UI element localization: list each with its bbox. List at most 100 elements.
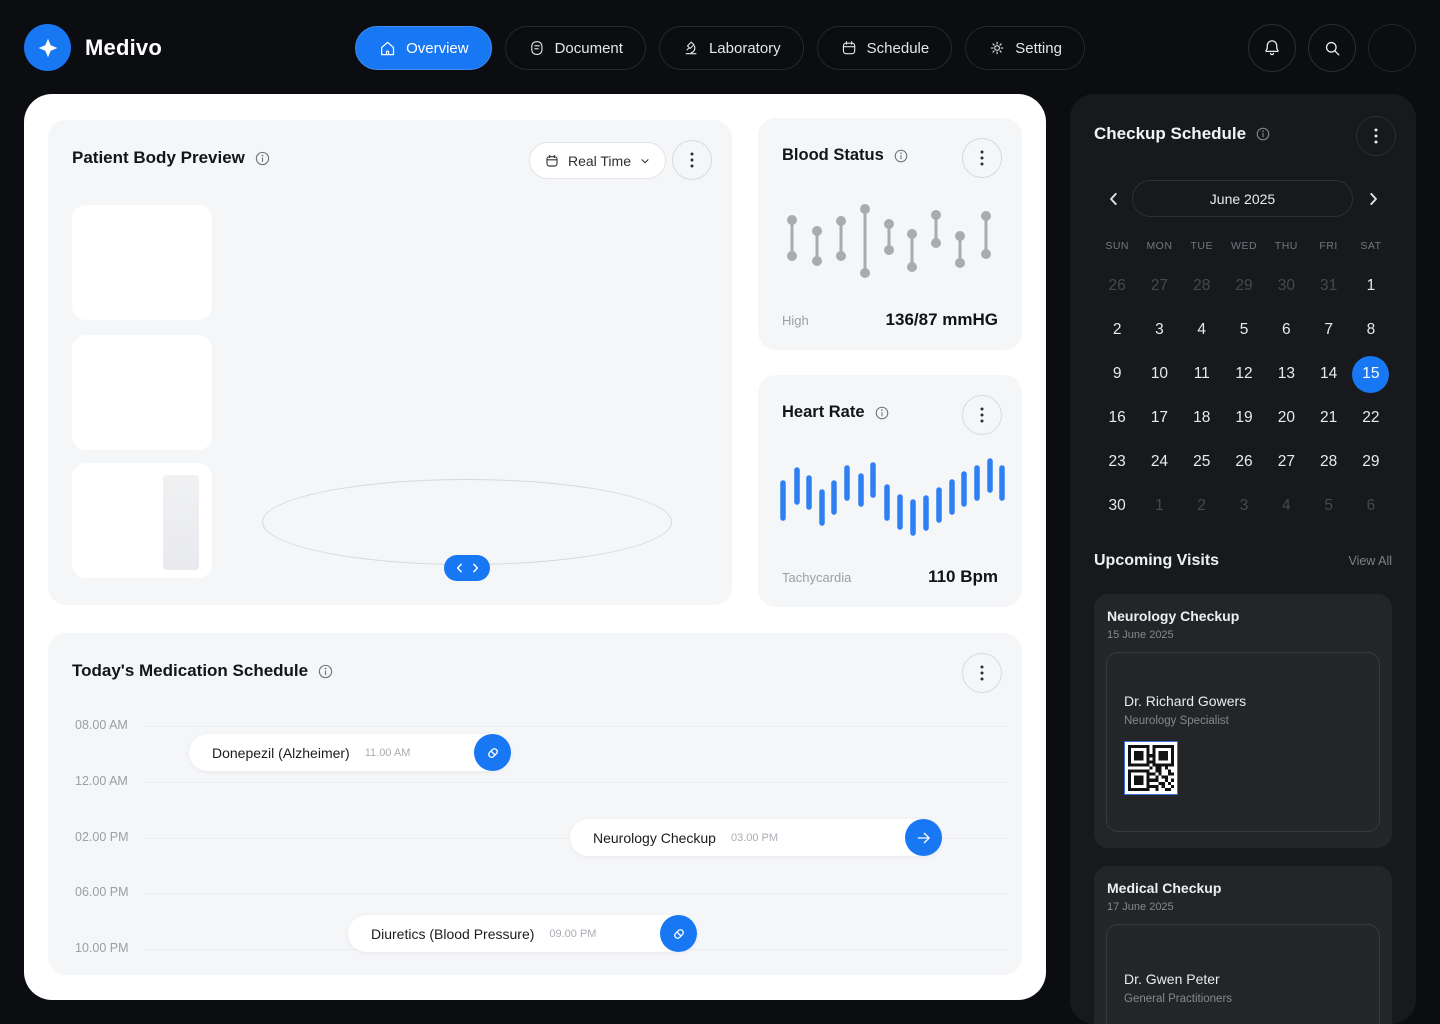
app-title: Medivo [85, 34, 162, 60]
medication-event[interactable]: Neurology Checkup 03.00 PM [570, 819, 942, 856]
rotate-body-control[interactable] [444, 555, 490, 581]
calendar-day[interactable]: 1 [1366, 277, 1376, 294]
timeline-time-label: 02.00 PM [75, 829, 129, 844]
calendar-day[interactable]: 2 [1197, 497, 1207, 514]
calendar-day[interactable]: 30 [1108, 497, 1126, 514]
calendar-day[interactable]: 22 [1362, 409, 1380, 426]
nav-tab-schedule[interactable]: Schedule [816, 26, 953, 70]
medication-name: Donepezil (Alzheimer) [212, 744, 350, 761]
next-month-button[interactable] [1362, 188, 1384, 210]
prev-month-button[interactable] [1102, 188, 1124, 210]
capsule-icon[interactable] [474, 734, 511, 771]
calendar-day[interactable]: 26 [1235, 453, 1253, 470]
calendar-day[interactable]: 17 [1150, 409, 1169, 426]
body-thumbnail-2[interactable] [72, 335, 212, 450]
info-icon[interactable] [893, 148, 909, 164]
visit-card-neurology[interactable]: Neurology Checkup 15 June 2025 Dr. Richa… [1094, 594, 1392, 848]
nav-tab-overview[interactable]: Overview [355, 26, 492, 70]
medication-name: Neurology Checkup [593, 829, 716, 846]
calendar-day[interactable]: 2 [1112, 321, 1122, 338]
calendar-day[interactable]: 26 [1108, 277, 1126, 294]
weekday-label: WED [1231, 240, 1258, 252]
medication-event[interactable]: Donepezil (Alzheimer) 11.00 AM [189, 734, 511, 771]
calendar-day-selected[interactable]: 15 [1350, 352, 1392, 396]
capsule-icon[interactable] [660, 915, 697, 952]
card-title: Blood Status [782, 146, 884, 164]
calendar-day[interactable]: 29 [1235, 277, 1253, 294]
patient-body-preview-card: Patient Body Preview Real Time [48, 120, 732, 605]
calendar-day[interactable]: 3 [1239, 497, 1249, 514]
calendar-day[interactable]: 1 [1155, 497, 1164, 514]
nav-tab-document[interactable]: Document [504, 26, 646, 70]
doctor-role: Neurology Specialist [1124, 715, 1229, 727]
calendar-day[interactable]: 6 [1366, 497, 1376, 514]
calendar-day[interactable]: 10 [1150, 365, 1169, 382]
card-menu-button[interactable] [962, 395, 1002, 435]
calendar-day[interactable]: 31 [1320, 277, 1338, 294]
view-all-link[interactable]: View All [1348, 554, 1392, 568]
calendar-day[interactable]: 5 [1239, 321, 1249, 338]
card-menu-button[interactable] [672, 140, 712, 180]
realtime-label: Real Time [567, 152, 631, 169]
nav-tab-laboratory[interactable]: Laboratory [658, 26, 804, 70]
upcoming-visits-title: Upcoming Visits [1094, 552, 1220, 569]
calendar-day[interactable]: 28 [1320, 453, 1338, 470]
calendar-day[interactable]: 16 [1108, 409, 1126, 426]
calendar-day[interactable]: 27 [1277, 453, 1295, 470]
brand: Medivo [24, 24, 162, 71]
search-button[interactable] [1308, 24, 1356, 72]
medication-event[interactable]: Diuretics (Blood Pressure) 09.00 PM [348, 915, 697, 952]
card-menu-button[interactable] [962, 138, 1002, 178]
weekday-label: SUN [1105, 240, 1129, 252]
info-icon[interactable] [254, 150, 271, 167]
bell-icon [1262, 38, 1282, 58]
calendar-day[interactable]: 3 [1155, 321, 1164, 338]
calendar-day[interactable]: 25 [1193, 453, 1211, 470]
panel-title: Checkup Schedule [1094, 124, 1247, 143]
calendar-day[interactable]: 12 [1235, 365, 1253, 382]
nav-tab-setting[interactable]: Setting [965, 26, 1085, 70]
calendar-day[interactable]: 29 [1362, 453, 1380, 470]
calendar-day[interactable]: 11 [1193, 365, 1210, 382]
info-icon[interactable] [317, 663, 334, 680]
calendar-day[interactable]: 8 [1366, 321, 1376, 338]
body-thumbnail-1[interactable] [72, 205, 212, 320]
calendar-day[interactable]: 28 [1193, 277, 1211, 294]
blood-pressure-value: 136/87 mmHG [885, 310, 998, 329]
calendar-day[interactable]: 5 [1324, 497, 1333, 514]
nav-label: Laboratory [708, 39, 781, 57]
weekday-header: SUN MON TUE WED THU FRI SAT [1096, 240, 1392, 252]
chevron-left-icon [456, 563, 463, 573]
body-thumbnail-3[interactable] [72, 463, 212, 578]
calendar-day[interactable]: 19 [1235, 409, 1253, 426]
calendar-day[interactable]: 21 [1320, 409, 1338, 426]
arrow-right-icon[interactable] [905, 819, 942, 856]
info-icon[interactable] [1255, 126, 1271, 142]
notifications-button[interactable] [1248, 24, 1296, 72]
month-selector[interactable]: June 2025 [1132, 180, 1353, 217]
checkup-schedule-panel: Checkup Schedule June 2025 SUN MON TUE WED T… [1070, 94, 1416, 1024]
medivo-logo-icon [24, 24, 71, 71]
realtime-select[interactable]: Real Time [528, 142, 666, 179]
calendar-day[interactable]: 4 [1282, 497, 1291, 514]
visit-card-medical[interactable]: Medical Checkup 17 June 2025 Dr. Gwen Pe… [1094, 866, 1392, 1024]
medication-name: Diuretics (Blood Pressure) [371, 925, 535, 942]
calendar-day[interactable]: 9 [1112, 365, 1122, 382]
card-menu-button[interactable] [962, 653, 1002, 693]
avatar[interactable] [1368, 24, 1416, 72]
info-icon[interactable] [874, 405, 890, 421]
calendar-day[interactable]: 20 [1277, 409, 1295, 426]
calendar-day[interactable]: 27 [1150, 277, 1169, 294]
calendar-day[interactable]: 7 [1324, 321, 1333, 338]
calendar-day[interactable]: 24 [1150, 453, 1169, 470]
calendar-day[interactable]: 4 [1197, 321, 1207, 338]
body-stage-ellipse [262, 479, 672, 565]
calendar-day[interactable]: 23 [1108, 453, 1126, 470]
calendar-day[interactable]: 18 [1193, 409, 1211, 426]
panel-menu-button[interactable] [1356, 116, 1396, 156]
calendar-day[interactable]: 14 [1320, 365, 1338, 382]
calendar-day[interactable]: 6 [1282, 321, 1291, 338]
timeline-grid-line [145, 726, 1006, 727]
calendar-day[interactable]: 30 [1277, 277, 1295, 294]
calendar-day[interactable]: 13 [1277, 365, 1295, 382]
